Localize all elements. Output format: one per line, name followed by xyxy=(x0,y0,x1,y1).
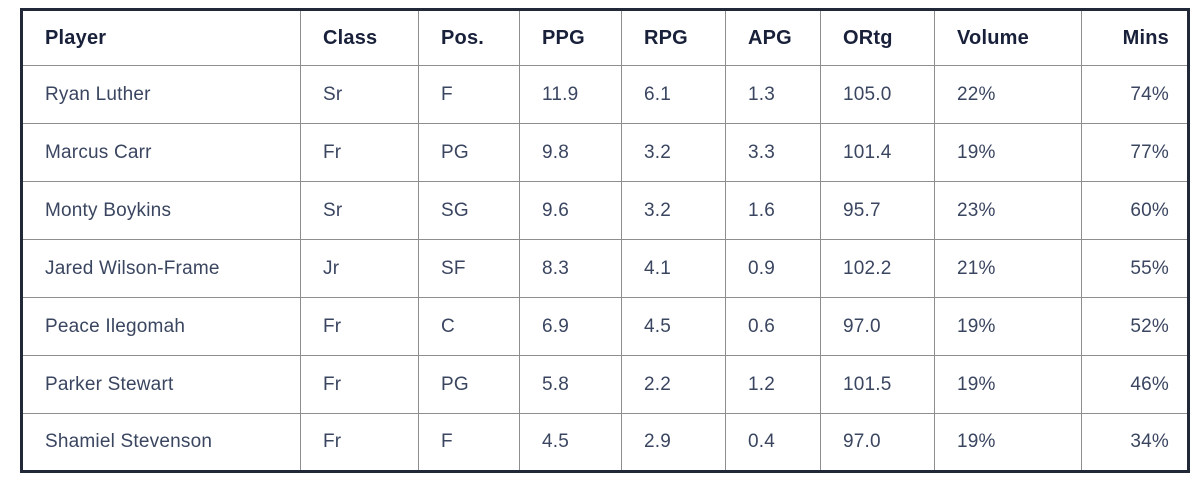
cell-ortg: 101.5 xyxy=(820,355,935,414)
cell-ortg: 97.0 xyxy=(820,413,935,472)
table-row: Ryan Luther Sr F 11.9 6.1 1.3 105.0 22% … xyxy=(21,65,1189,124)
cell-ppg: 4.5 xyxy=(519,413,622,472)
cell-class: Sr xyxy=(300,65,419,124)
cell-player: Parker Stewart xyxy=(21,355,301,414)
cell-class: Fr xyxy=(300,355,419,414)
cell-apg: 1.6 xyxy=(725,181,821,240)
cell-rpg: 6.1 xyxy=(621,65,726,124)
cell-player: Marcus Carr xyxy=(21,123,301,182)
cell-ortg: 102.2 xyxy=(820,239,935,298)
cell-volume: 22% xyxy=(934,65,1082,124)
cell-ppg: 9.8 xyxy=(519,123,622,182)
cell-class: Jr xyxy=(300,239,419,298)
cell-mins: 60% xyxy=(1081,181,1189,240)
cell-pos: PG xyxy=(418,355,520,414)
header-cell-ortg: ORtg xyxy=(820,9,935,66)
cell-pos: SF xyxy=(418,239,520,298)
cell-class: Fr xyxy=(300,297,419,356)
header-cell-class: Class xyxy=(300,9,419,66)
cell-volume: 19% xyxy=(934,413,1082,472)
cell-pos: F xyxy=(418,65,520,124)
cell-ppg: 6.9 xyxy=(519,297,622,356)
cell-ppg: 5.8 xyxy=(519,355,622,414)
cell-mins: 55% xyxy=(1081,239,1189,298)
cell-ortg: 101.4 xyxy=(820,123,935,182)
table-header-row: Player Class Pos. PPG RPG APG ORtg Volum… xyxy=(21,9,1189,66)
cell-rpg: 2.2 xyxy=(621,355,726,414)
cell-pos: SG xyxy=(418,181,520,240)
header-cell-mins: Mins xyxy=(1081,9,1189,66)
cell-ppg: 11.9 xyxy=(519,65,622,124)
cell-rpg: 3.2 xyxy=(621,181,726,240)
cell-volume: 19% xyxy=(934,355,1082,414)
cell-mins: 34% xyxy=(1081,413,1189,472)
cell-class: Fr xyxy=(300,123,419,182)
table-row: Shamiel Stevenson Fr F 4.5 2.9 0.4 97.0 … xyxy=(21,413,1189,472)
cell-mins: 74% xyxy=(1081,65,1189,124)
stats-table: Player Class Pos. PPG RPG APG ORtg Volum… xyxy=(20,8,1190,473)
cell-player: Peace Ilegomah xyxy=(21,297,301,356)
header-cell-rpg: RPG xyxy=(621,9,726,66)
cell-volume: 19% xyxy=(934,123,1082,182)
table-row: Monty Boykins Sr SG 9.6 3.2 1.6 95.7 23%… xyxy=(21,181,1189,240)
header-cell-apg: APG xyxy=(725,9,821,66)
cell-mins: 46% xyxy=(1081,355,1189,414)
table-row: Parker Stewart Fr PG 5.8 2.2 1.2 101.5 1… xyxy=(21,355,1189,414)
table-row: Jared Wilson-Frame Jr SF 8.3 4.1 0.9 102… xyxy=(21,239,1189,298)
cell-apg: 0.6 xyxy=(725,297,821,356)
player-stats-table: Player Class Pos. PPG RPG APG ORtg Volum… xyxy=(20,8,1190,473)
cell-rpg: 2.9 xyxy=(621,413,726,472)
cell-ppg: 9.6 xyxy=(519,181,622,240)
cell-apg: 0.4 xyxy=(725,413,821,472)
cell-apg: 1.2 xyxy=(725,355,821,414)
cell-rpg: 3.2 xyxy=(621,123,726,182)
cell-class: Fr xyxy=(300,413,419,472)
cell-player: Ryan Luther xyxy=(21,65,301,124)
cell-pos: C xyxy=(418,297,520,356)
cell-rpg: 4.1 xyxy=(621,239,726,298)
cell-volume: 23% xyxy=(934,181,1082,240)
header-cell-volume: Volume xyxy=(934,9,1082,66)
cell-ortg: 105.0 xyxy=(820,65,935,124)
cell-player: Jared Wilson-Frame xyxy=(21,239,301,298)
cell-ortg: 97.0 xyxy=(820,297,935,356)
cell-pos: F xyxy=(418,413,520,472)
cell-apg: 3.3 xyxy=(725,123,821,182)
cell-apg: 0.9 xyxy=(725,239,821,298)
cell-player: Shamiel Stevenson xyxy=(21,413,301,472)
cell-ppg: 8.3 xyxy=(519,239,622,298)
cell-volume: 19% xyxy=(934,297,1082,356)
header-cell-pos: Pos. xyxy=(418,9,520,66)
cell-apg: 1.3 xyxy=(725,65,821,124)
cell-mins: 52% xyxy=(1081,297,1189,356)
cell-volume: 21% xyxy=(934,239,1082,298)
cell-player: Monty Boykins xyxy=(21,181,301,240)
table-row: Marcus Carr Fr PG 9.8 3.2 3.3 101.4 19% … xyxy=(21,123,1189,182)
table-row: Peace Ilegomah Fr C 6.9 4.5 0.6 97.0 19%… xyxy=(21,297,1189,356)
cell-ortg: 95.7 xyxy=(820,181,935,240)
cell-rpg: 4.5 xyxy=(621,297,726,356)
cell-mins: 77% xyxy=(1081,123,1189,182)
header-cell-player: Player xyxy=(21,9,301,66)
header-cell-ppg: PPG xyxy=(519,9,622,66)
cell-pos: PG xyxy=(418,123,520,182)
cell-class: Sr xyxy=(300,181,419,240)
